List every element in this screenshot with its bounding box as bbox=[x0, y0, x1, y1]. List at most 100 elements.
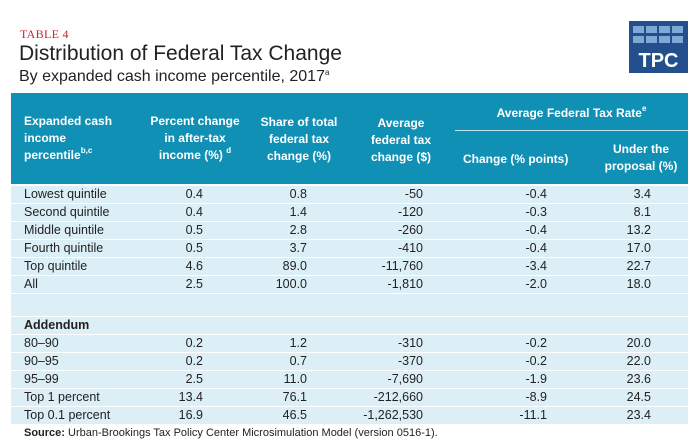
cell: 3.7 bbox=[289, 241, 307, 255]
cell: 100.0 bbox=[275, 277, 307, 291]
cell: -410 bbox=[397, 241, 423, 255]
header-line: income (%) bbox=[158, 148, 223, 162]
table-row: Top 0.1 percent 16.9 46.5 -1,262,530 -11.1 23… bbox=[11, 407, 688, 424]
source-text: Urban-Brookings Tax Policy Center Micros… bbox=[64, 427, 438, 439]
cell: -0.2 bbox=[525, 354, 547, 368]
source-label: Source: bbox=[24, 427, 65, 439]
header-divider bbox=[455, 130, 688, 131]
cell: 0.5 bbox=[185, 241, 203, 255]
addendum-heading: Addendum bbox=[11, 317, 688, 334]
cell: 24.5 bbox=[626, 390, 651, 404]
addendum-label: Addendum bbox=[24, 318, 90, 332]
cell: 13.4 bbox=[178, 390, 203, 404]
cell: 22.0 bbox=[626, 354, 651, 368]
row-label: 80–90 bbox=[24, 336, 59, 350]
cell: 46.5 bbox=[282, 408, 307, 422]
table-header: Expanded cash income percentileb,c Perce… bbox=[11, 93, 688, 184]
header-line: Average bbox=[377, 116, 425, 130]
header-rate-change: Change (% points) bbox=[463, 152, 569, 166]
cell: -310 bbox=[397, 336, 423, 350]
cell: 11.0 bbox=[283, 372, 307, 386]
header-line: Share of total bbox=[260, 115, 338, 129]
footnote-marker: a bbox=[324, 68, 330, 77]
row-label: All bbox=[24, 277, 38, 291]
cell: 23.4 bbox=[626, 408, 651, 422]
cell: -50 bbox=[404, 187, 423, 201]
cell: 3.4 bbox=[633, 187, 651, 201]
cell: 23.6 bbox=[626, 372, 651, 386]
header-line: change ($) bbox=[370, 150, 431, 164]
cell: -0.4 bbox=[525, 241, 547, 255]
cell: 1.4 bbox=[289, 205, 307, 219]
footnote-marker: d bbox=[226, 146, 232, 155]
cell: 18.0 bbox=[626, 277, 651, 291]
table-subtitle: By expanded cash income percentile, 2017… bbox=[19, 68, 329, 86]
table-row: 80–90 0.2 1.2 -310 -0.2 20.0 bbox=[11, 335, 688, 352]
row-label: 90–95 bbox=[24, 354, 59, 368]
cell: 2.8 bbox=[289, 223, 307, 237]
header-share: Share of total federal tax change (%) bbox=[251, 114, 347, 165]
header-percent-change: Percent change in after-tax income (%) d bbox=[143, 113, 247, 164]
header-line: federal tax bbox=[268, 132, 330, 146]
table-row: 90–95 0.2 0.7 -370 -0.2 22.0 bbox=[11, 353, 688, 370]
footnote-marker: b,c bbox=[80, 146, 93, 155]
cell: 8.1 bbox=[633, 205, 651, 219]
table-row: 95–99 2.5 11.0 -7,690 -1.9 23.6 bbox=[11, 371, 688, 388]
cell: -7,690 bbox=[387, 372, 423, 386]
cell: -0.4 bbox=[525, 223, 547, 237]
header-line: percentile bbox=[24, 148, 81, 162]
cell: 89.0 bbox=[282, 259, 307, 273]
cell: -0.4 bbox=[525, 187, 547, 201]
table-row: Middle quintile 0.5 2.8 -260 -0.4 13.2 bbox=[11, 222, 688, 239]
cell: 0.5 bbox=[185, 223, 203, 237]
table-body: Lowest quintile 0.4 0.8 -50 -0.4 3.4 Second qu… bbox=[11, 184, 688, 424]
cell: 1.2 bbox=[289, 336, 307, 350]
header-line: in after-tax bbox=[164, 131, 226, 145]
subtitle-text: By expanded cash income percentile, 2017 bbox=[19, 68, 325, 85]
row-label: 95–99 bbox=[24, 372, 59, 386]
source-note: Source: Urban-Brookings Tax Policy Cente… bbox=[24, 427, 438, 439]
header-under-proposal: Under the proposal (%) bbox=[595, 141, 687, 175]
header-line: Under the bbox=[612, 142, 669, 156]
cell: -0.2 bbox=[525, 336, 547, 350]
header-line: change (%) bbox=[266, 149, 331, 163]
header-average-change: Average federal tax change ($) bbox=[353, 115, 449, 166]
header-income-percentile: Expanded cash income percentileb,c bbox=[24, 113, 139, 164]
cell: -1,810 bbox=[387, 277, 423, 291]
table-label: TABLE 4 bbox=[20, 27, 69, 41]
cell: -1,262,530 bbox=[363, 408, 423, 422]
cell: -11,760 bbox=[381, 259, 423, 273]
row-label: Fourth quintile bbox=[24, 241, 104, 255]
table-row: All 2.5 100.0 -1,810 -2.0 18.0 bbox=[11, 276, 688, 293]
cell: 2.5 bbox=[185, 277, 203, 291]
cell: 20.0 bbox=[626, 336, 651, 350]
cell: -2.0 bbox=[525, 277, 547, 291]
cell: -3.4 bbox=[525, 259, 547, 273]
row-label: Middle quintile bbox=[24, 223, 104, 237]
cell: -212,660 bbox=[373, 390, 423, 404]
table-title: Distribution of Federal Tax Change bbox=[19, 42, 342, 65]
footnote-marker: e bbox=[641, 104, 647, 113]
cell: 0.4 bbox=[185, 187, 203, 201]
table-row: Top 1 percent 13.4 76.1 -212,660 -8.9 24.5 bbox=[11, 389, 688, 406]
row-label: Second quintile bbox=[24, 205, 110, 219]
logo-text: TPC bbox=[638, 50, 679, 72]
cell: -120 bbox=[397, 205, 423, 219]
cell: -1.9 bbox=[525, 372, 547, 386]
cell: -370 bbox=[397, 354, 423, 368]
header-line: Expanded cash bbox=[24, 114, 113, 128]
cell: 76.1 bbox=[282, 390, 307, 404]
group-title: Average Federal Tax Rate bbox=[496, 106, 642, 120]
table-row: Fourth quintile 0.5 3.7 -410 -0.4 17.0 bbox=[11, 240, 688, 257]
header-line: income bbox=[24, 131, 67, 145]
cell: 16.9 bbox=[178, 408, 203, 422]
cell: -260 bbox=[397, 223, 423, 237]
cell: 22.7 bbox=[626, 259, 651, 273]
cell: 0.2 bbox=[185, 354, 203, 368]
header-group: Average Federal Tax Ratee bbox=[455, 105, 688, 122]
header-line: proposal (%) bbox=[604, 159, 678, 173]
tpc-logo: TPC bbox=[629, 21, 688, 73]
table-row: Lowest quintile 0.4 0.8 -50 -0.4 3.4 bbox=[11, 186, 688, 203]
row-label: Lowest quintile bbox=[24, 187, 107, 201]
cell: 4.6 bbox=[185, 259, 203, 273]
